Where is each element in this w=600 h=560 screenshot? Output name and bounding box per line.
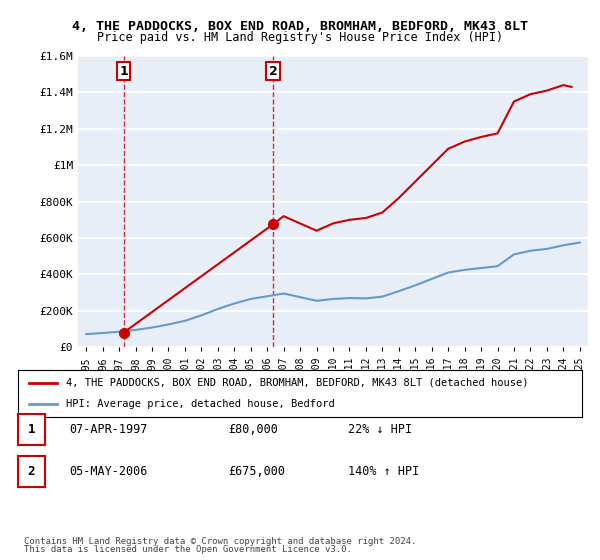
- Text: Price paid vs. HM Land Registry's House Price Index (HPI): Price paid vs. HM Land Registry's House …: [97, 31, 503, 44]
- Text: 05-MAY-2006: 05-MAY-2006: [69, 465, 148, 478]
- Text: £80,000: £80,000: [228, 423, 278, 436]
- Text: Contains HM Land Registry data © Crown copyright and database right 2024.: Contains HM Land Registry data © Crown c…: [24, 537, 416, 546]
- Text: 4, THE PADDOCKS, BOX END ROAD, BROMHAM, BEDFORD, MK43 8LT (detached house): 4, THE PADDOCKS, BOX END ROAD, BROMHAM, …: [66, 378, 529, 388]
- Text: 07-APR-1997: 07-APR-1997: [69, 423, 148, 436]
- Text: 2: 2: [269, 65, 277, 78]
- Text: HPI: Average price, detached house, Bedford: HPI: Average price, detached house, Bedf…: [66, 399, 335, 409]
- Text: 4, THE PADDOCKS, BOX END ROAD, BROMHAM, BEDFORD, MK43 8LT: 4, THE PADDOCKS, BOX END ROAD, BROMHAM, …: [72, 20, 528, 32]
- Text: This data is licensed under the Open Government Licence v3.0.: This data is licensed under the Open Gov…: [24, 545, 352, 554]
- Text: 140% ↑ HPI: 140% ↑ HPI: [348, 465, 419, 478]
- Text: 2: 2: [28, 465, 35, 478]
- Text: 22% ↓ HPI: 22% ↓ HPI: [348, 423, 412, 436]
- Text: 1: 1: [119, 65, 128, 78]
- Text: £675,000: £675,000: [228, 465, 285, 478]
- Text: 1: 1: [28, 423, 35, 436]
